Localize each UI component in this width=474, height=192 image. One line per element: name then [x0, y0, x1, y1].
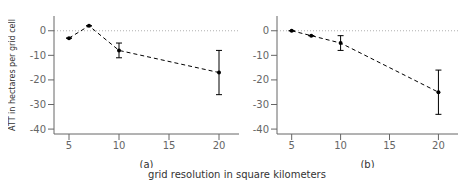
svg-text:5: 5	[288, 140, 294, 151]
svg-text:(b): (b)	[360, 159, 374, 168]
svg-text:10: 10	[334, 140, 347, 151]
svg-text:(a): (a)	[140, 159, 154, 168]
svg-text:0: 0	[263, 25, 269, 36]
svg-text:0: 0	[40, 25, 46, 36]
svg-text:-30: -30	[253, 99, 269, 110]
svg-text:10: 10	[113, 140, 126, 151]
svg-text:-30: -30	[30, 99, 46, 110]
svg-text:-40: -40	[253, 124, 269, 135]
svg-text:15: 15	[163, 140, 176, 151]
svg-text:-10: -10	[30, 50, 46, 61]
svg-text:5: 5	[66, 140, 72, 151]
svg-text:20: 20	[432, 140, 445, 151]
html-text:grid resolution in square kilo: grid resolution in square kilometers	[148, 169, 326, 180]
svg-text:-20: -20	[30, 74, 46, 85]
svg-text:-40: -40	[30, 124, 46, 135]
svg-text:-10: -10	[253, 50, 269, 61]
svg-text:ATT in hectares per grid cell: ATT in hectares per grid cell	[8, 19, 17, 131]
svg-text:20: 20	[213, 140, 226, 151]
svg-text:-20: -20	[253, 74, 269, 85]
svg-text:15: 15	[383, 140, 396, 151]
